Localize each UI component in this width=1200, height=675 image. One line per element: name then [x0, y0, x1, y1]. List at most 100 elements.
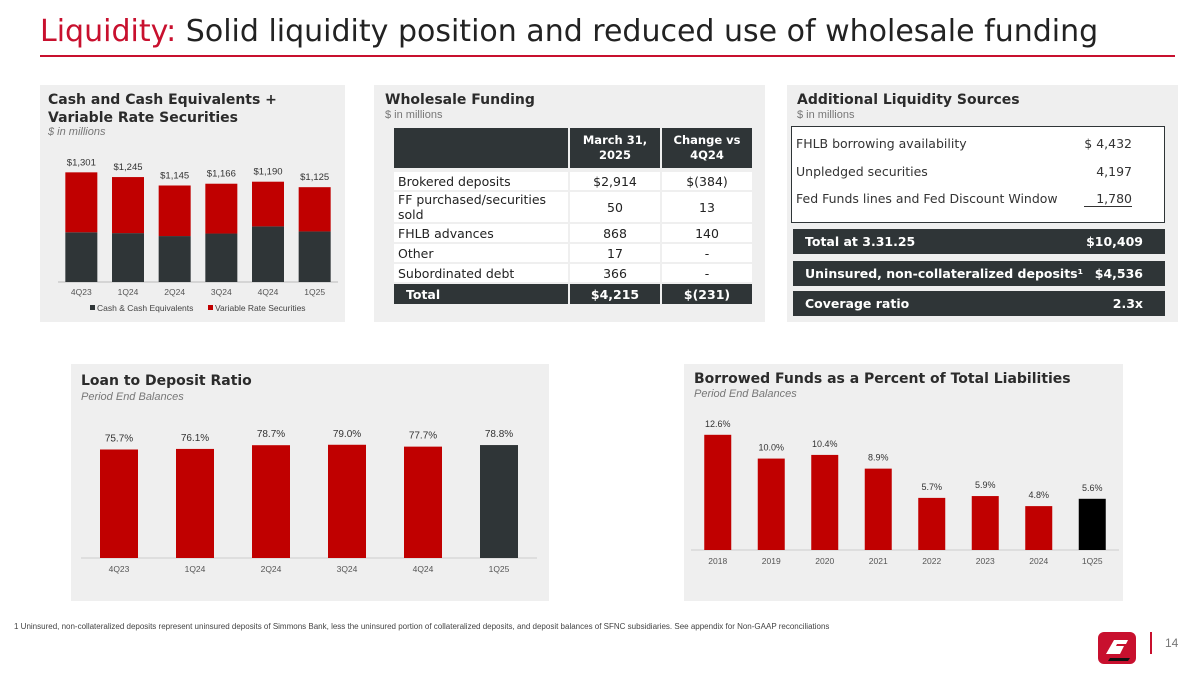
securities-bar: [65, 172, 98, 233]
borrowed-chart: 12.6% 2018 10.0% 2019 10.4% 2020 8.9% 2021 5.7% 2…: [691, 419, 1119, 566]
cash-bar: [205, 233, 238, 282]
data-label: 79.0%: [333, 429, 361, 440]
table-row: Brokered deposits $2,914 $(384): [394, 172, 752, 192]
x-tick-label: 1Q25: [1082, 556, 1103, 566]
uninsured-deposits-value: $4,536: [1094, 266, 1143, 281]
row-label: Brokered deposits: [394, 172, 570, 192]
source-label: Unpledged securities: [796, 164, 928, 179]
total-label: $1,145: [160, 170, 189, 181]
x-tick-label: 2Q24: [261, 564, 282, 574]
table-total-row: Total $4,215 $(231): [394, 284, 752, 306]
bar: [1025, 506, 1053, 550]
ltd-title: Loan to Deposit Ratio: [81, 373, 252, 389]
page-number: 14: [1165, 636, 1179, 650]
total-liquidity-label: Total at 3.31.25: [805, 234, 916, 249]
x-tick-label: 1Q25: [489, 564, 510, 574]
data-label: 10.0%: [758, 443, 784, 453]
row-value: $2,914: [570, 172, 662, 192]
table-row: FHLB advances 868 140: [394, 224, 752, 244]
bar: [100, 449, 138, 558]
cash-bar: [65, 232, 98, 282]
x-tick-label: 2020: [815, 556, 834, 566]
additional-subtitle: $ in millions: [797, 109, 855, 121]
wholesale-header-change: Change vs 4Q24: [662, 128, 752, 168]
slide-title: Liquidity: Solid liquidity position and …: [40, 14, 1098, 49]
table-row: Other 17 -: [394, 244, 752, 264]
bar: [864, 468, 892, 550]
source-value: 1,780: [1084, 191, 1132, 207]
source-value: 4,197: [1096, 164, 1132, 179]
row-label: FF purchased/securities sold: [394, 192, 570, 224]
row-change: 140: [662, 224, 752, 244]
x-tick-label: 4Q24: [413, 564, 434, 574]
source-value: $ 4,432: [1084, 136, 1132, 151]
wholesale-title: Wholesale Funding: [385, 92, 535, 108]
row-change: 13: [662, 192, 752, 224]
legend-cash-label: Cash & Cash Equivalents: [97, 303, 193, 313]
row-change: -: [662, 244, 752, 264]
cash-panel-title-line1: Cash and Cash Equivalents +: [48, 92, 277, 108]
coverage-ratio-bar: Coverage ratio 2.3x: [793, 291, 1165, 316]
bar: [176, 448, 214, 558]
x-tick-label: 2023: [976, 556, 995, 566]
wholesale-header-blank: [394, 128, 570, 168]
legend-securities-label: Variable Rate Securities: [215, 303, 306, 313]
data-label: 77.7%: [409, 431, 437, 442]
x-tick-label: 4Q23: [109, 564, 130, 574]
x-tick-label: 2019: [762, 556, 781, 566]
row-change: -: [662, 264, 752, 284]
footnote: 1 Uninsured, non-collateralized deposits…: [14, 622, 830, 631]
cash-bar: [298, 231, 331, 282]
ltd-subtitle: Period End Balances: [81, 391, 184, 403]
x-tick-label: 4Q23: [71, 287, 92, 297]
data-label: 12.6%: [705, 419, 731, 429]
ltd-panel: Loan to Deposit Ratio Period End Balance…: [71, 364, 549, 601]
uninsured-deposits-label: Uninsured, non-collateralized deposits¹: [805, 266, 1084, 281]
uninsured-deposits-bar: Uninsured, non-collateralized deposits¹ …: [793, 261, 1165, 286]
cash-panel-title: Cash and Cash Equivalents + Variable Rat…: [48, 91, 277, 127]
bar: [404, 446, 442, 558]
wholesale-table: March 31, 2025 Change vs 4Q24 Brokered dep…: [394, 128, 752, 306]
table-gap: [394, 168, 752, 172]
title-rest: Solid liquidity position and reduced use…: [176, 14, 1099, 49]
total-label: $1,301: [67, 157, 96, 168]
x-tick-label: 4Q24: [258, 287, 279, 297]
row-value: 366: [570, 264, 662, 284]
coverage-ratio-label: Coverage ratio: [805, 296, 910, 311]
wholesale-subtitle: $ in millions: [385, 109, 443, 121]
coverage-ratio-value: 2.3x: [1112, 296, 1143, 311]
header-date-line1: March 31,: [582, 133, 648, 147]
data-label: 75.7%: [105, 433, 133, 444]
x-tick-label: 2022: [922, 556, 941, 566]
data-label: 5.6%: [1082, 483, 1103, 493]
page-divider: [1150, 632, 1152, 654]
header-change-line2: 4Q24: [690, 148, 724, 162]
cash-bar: [158, 236, 191, 282]
data-label: 4.8%: [1028, 490, 1049, 500]
legend-securities-swatch: [208, 305, 213, 310]
x-tick-label: 2018: [708, 556, 727, 566]
ltd-chart: 75.7% 4Q23 76.1% 1Q24 78.7% 2Q24 79.0% 3Q24 77.7…: [81, 429, 537, 574]
source-label: Fed Funds lines and Fed Discount Window: [796, 191, 1058, 206]
borrowed-subtitle: Period End Balances: [694, 388, 797, 400]
securities-bar: [205, 183, 238, 234]
bar: [1078, 498, 1106, 550]
total-label: Total: [394, 284, 570, 306]
bar: [252, 445, 290, 558]
row-value: 868: [570, 224, 662, 244]
x-tick-label: 1Q25: [304, 287, 325, 297]
additional-title: Additional Liquidity Sources: [797, 92, 1020, 108]
row-value: 17: [570, 244, 662, 264]
wholesale-header-row: March 31, 2025 Change vs 4Q24: [394, 128, 752, 168]
row-label: Other: [394, 244, 570, 264]
bar: [918, 497, 946, 550]
x-tick-label: 3Q24: [211, 287, 232, 297]
title-accent: Liquidity:: [40, 14, 177, 49]
title-rule: [40, 55, 1175, 57]
bar: [971, 496, 999, 550]
bar: [328, 444, 366, 558]
total-change: $(231): [662, 284, 752, 306]
cash-panel-subtitle: $ in millions: [48, 126, 106, 138]
total-label: $1,245: [113, 162, 142, 173]
cash-bar: [252, 226, 284, 282]
